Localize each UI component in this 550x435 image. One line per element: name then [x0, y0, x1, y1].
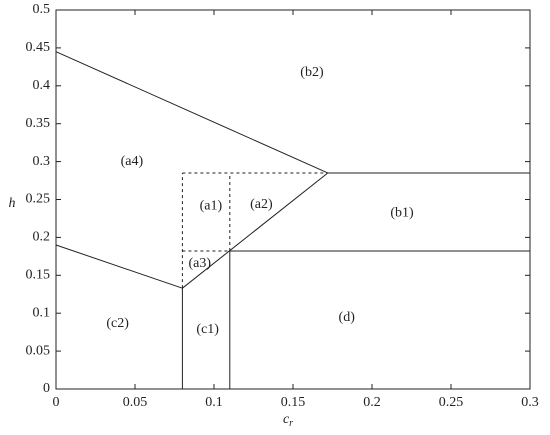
- y-tick-label: 0.4: [33, 78, 51, 93]
- region-label: (a3): [189, 256, 212, 271]
- region-label: (b1): [390, 205, 414, 220]
- y-tick-label: 0.1: [33, 305, 51, 320]
- y-tick-label: 0: [43, 381, 50, 396]
- x-tick-label: 0.2: [363, 395, 381, 410]
- y-tick-label: 0.45: [26, 40, 51, 55]
- boundary: [182, 172, 329, 289]
- region-label: (c2): [106, 316, 129, 331]
- x-tick-label: 0.05: [123, 395, 148, 410]
- y-tick-label: 0.2: [33, 230, 51, 245]
- y-tick-label: 0.5: [33, 2, 51, 17]
- boundary: [55, 51, 328, 174]
- region-label: (b2): [300, 65, 324, 80]
- region-label: (a2): [250, 197, 273, 212]
- region-label: (c1): [196, 322, 219, 337]
- y-tick-label: 0.3: [33, 154, 51, 169]
- x-tick-label: 0.15: [281, 395, 306, 410]
- x-tick-label: 0.1: [205, 395, 223, 410]
- plot-frame: [55, 9, 531, 390]
- y-tick-label: 0.35: [26, 116, 51, 131]
- region-label: (d): [339, 310, 356, 325]
- region-label: (a4): [121, 154, 144, 169]
- x-tick-label: 0.25: [439, 395, 464, 410]
- region-label: (a1): [200, 199, 223, 214]
- x-tick-label: 0.3: [521, 395, 539, 410]
- y-tick-label: 0.05: [26, 343, 51, 358]
- x-axis-label-main: c: [283, 412, 290, 427]
- y-tick-label: 0.25: [26, 192, 51, 207]
- y-axis-label: h: [9, 196, 16, 211]
- x-axis-label: cr: [283, 412, 293, 429]
- x-tick-label: 0: [53, 395, 60, 410]
- boundary: [55, 244, 183, 289]
- x-axis-label-sub: r: [289, 418, 293, 429]
- y-tick-label: 0.15: [26, 268, 51, 283]
